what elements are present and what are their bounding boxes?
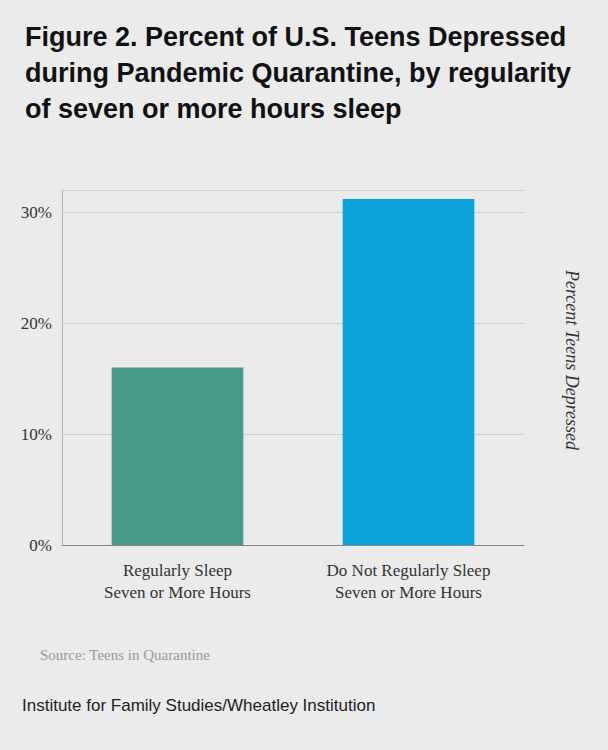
svg-text:Institute for Family Studies/W: Institute for Family Studies/Wheatley In… — [22, 696, 375, 715]
svg-text:of seven or more hours sleep: of seven or more hours sleep — [25, 94, 402, 124]
svg-text:during Pandemic Quarantine, by: during Pandemic Quarantine, by regularit… — [25, 58, 579, 88]
svg-text:Regularly Sleep: Regularly Sleep — [123, 561, 232, 580]
svg-text:Seven or More Hours: Seven or More Hours — [104, 583, 251, 602]
svg-text:0%: 0% — [29, 536, 52, 555]
svg-text:Figure 2. Percent of U.S. Teen: Figure 2. Percent of U.S. Teens Depresse… — [25, 22, 574, 52]
svg-text:Seven or More Hours: Seven or More Hours — [335, 583, 482, 602]
svg-text:10%: 10% — [21, 425, 52, 444]
svg-text:Do Not Regularly Sleep: Do Not Regularly Sleep — [327, 561, 491, 580]
svg-text:Source: Teens in Quarantine: Source: Teens in Quarantine — [40, 647, 210, 663]
svg-text:30%: 30% — [21, 203, 52, 222]
svg-text:20%: 20% — [21, 314, 52, 333]
svg-text:Percent Teens Depressed: Percent Teens Depressed — [562, 269, 582, 451]
